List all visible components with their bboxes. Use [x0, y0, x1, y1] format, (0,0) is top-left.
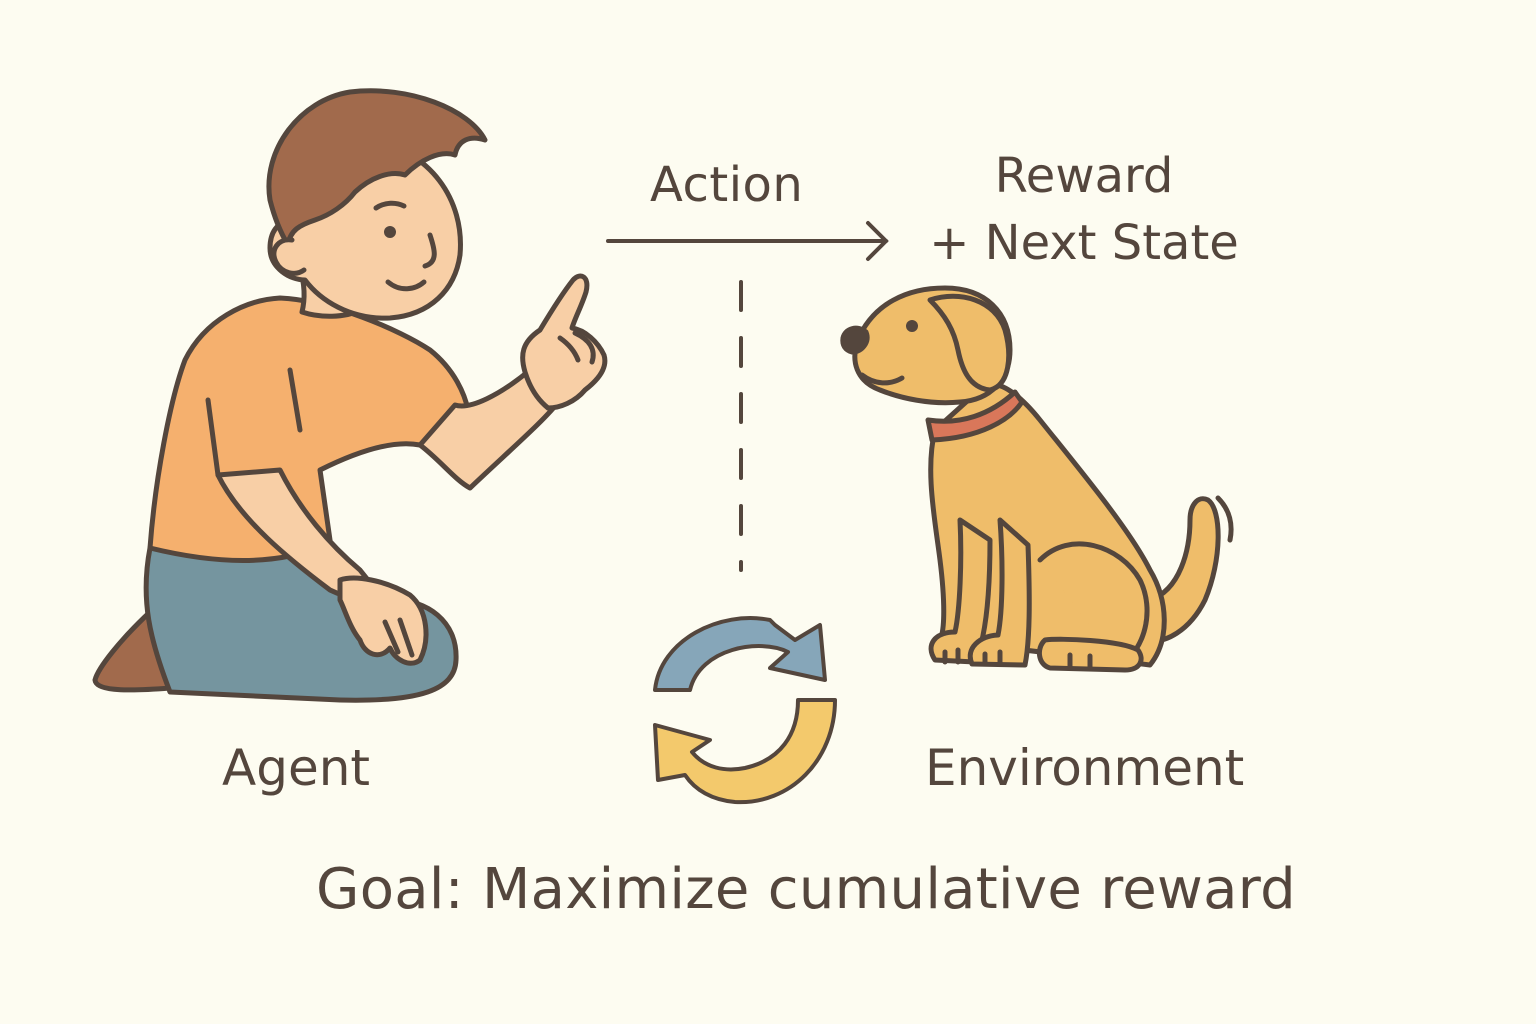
environment-label: Environment — [925, 739, 1245, 797]
action-label: Action — [650, 157, 804, 213]
dog-eye — [906, 320, 918, 332]
goal-label: Goal: Maximize cumulative reward — [316, 857, 1296, 922]
environment-dog — [840, 285, 1234, 673]
agent-ear — [271, 237, 307, 276]
reward-next-state-label: Reward + Next State — [918, 143, 1250, 277]
reward-label-line2: + Next State — [929, 215, 1239, 272]
dog-front-leg-2 — [967, 517, 1032, 668]
dog-collar — [925, 389, 1025, 443]
agent-label: Agent — [222, 739, 370, 797]
cycle-arrow-yellow — [653, 698, 837, 805]
action-arrow-icon — [606, 221, 889, 261]
agent-eye — [384, 226, 396, 238]
agent-raised-arm — [417, 367, 563, 491]
reward-label-line1: Reward — [994, 148, 1174, 204]
dog-nose — [840, 325, 870, 355]
agent-hair — [266, 88, 488, 248]
dog-front-leg-1 — [928, 517, 993, 665]
cycle-arrow-blue — [653, 616, 827, 692]
dog-ear — [927, 293, 1012, 393]
agent-figure — [92, 88, 608, 703]
refresh-cycle-icon — [653, 616, 837, 805]
